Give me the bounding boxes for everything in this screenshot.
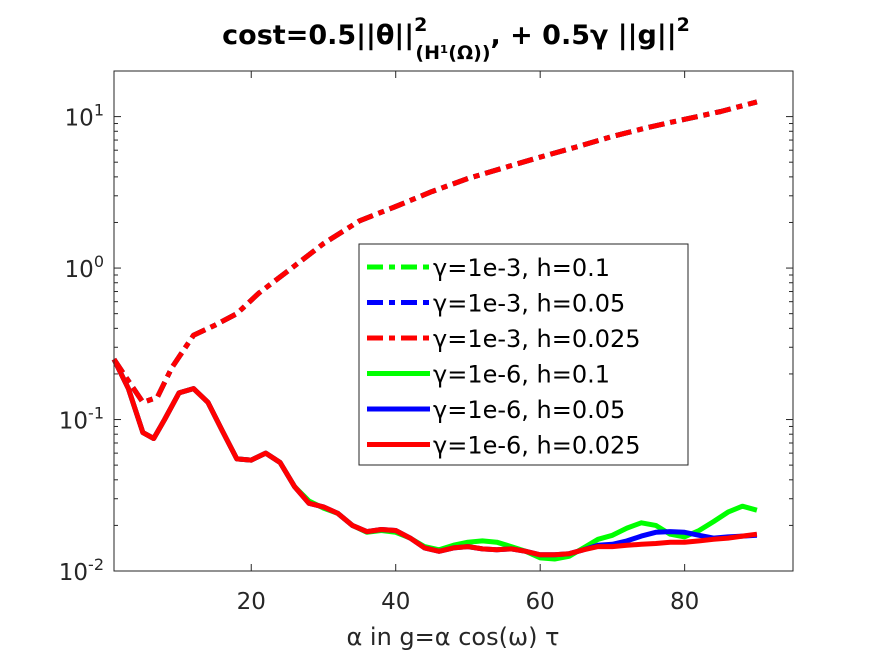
title-text-main: cost=0.5||θ|| (222, 20, 414, 51)
title-text-tail: , + 0.5γ ||g|| (491, 20, 677, 51)
x-axis-ticks: 20 40 60 80 (237, 71, 699, 615)
y-tick-label: 10-2 (59, 555, 104, 586)
legend-label: γ=1e-3, h=0.1 (433, 254, 610, 282)
y-tick-label: 100 (65, 252, 104, 283)
axes-box (113, 70, 794, 572)
legend-label: γ=1e-6, h=0.025 (433, 432, 641, 460)
x-axis-label: α in g=α cos(ω) τ (346, 623, 559, 651)
x-tick-label: 80 (670, 589, 699, 615)
y-tick-label: 10-1 (59, 404, 104, 435)
y-axis-ticks: 10-2 10-1 100 101 (59, 70, 793, 586)
chart-title: cost=0.5||θ||2 (H¹(Ω)), + 0.5γ ||g||2 (222, 14, 690, 64)
legend: γ=1e-3, h=0.1 γ=1e-3, h=0.05 γ=1e-3, h=0.0… (358, 243, 689, 466)
title-sup-2: 2 (677, 14, 690, 36)
y-tick-label: 101 (65, 101, 104, 132)
legend-label: γ=1e-3, h=0.05 (433, 290, 625, 318)
legend-items: γ=1e-3, h=0.1 γ=1e-3, h=0.05 γ=1e-3, h=0.0… (367, 254, 641, 460)
legend-label: γ=1e-6, h=0.05 (433, 396, 625, 424)
legend-label: γ=1e-3, h=0.025 (433, 325, 641, 353)
title-sub: (H¹(Ω)) (415, 42, 490, 64)
series-line-6 (111, 358, 758, 558)
legend-box (358, 243, 689, 466)
legend-label: γ=1e-6, h=0.1 (433, 361, 610, 389)
series-group (111, 99, 758, 562)
x-tick-label: 40 (381, 589, 410, 615)
title-sup-1: 2 (414, 14, 427, 36)
x-tick-label: 20 (237, 589, 266, 615)
series-line-3 (111, 99, 758, 405)
x-tick-label: 60 (526, 589, 555, 615)
